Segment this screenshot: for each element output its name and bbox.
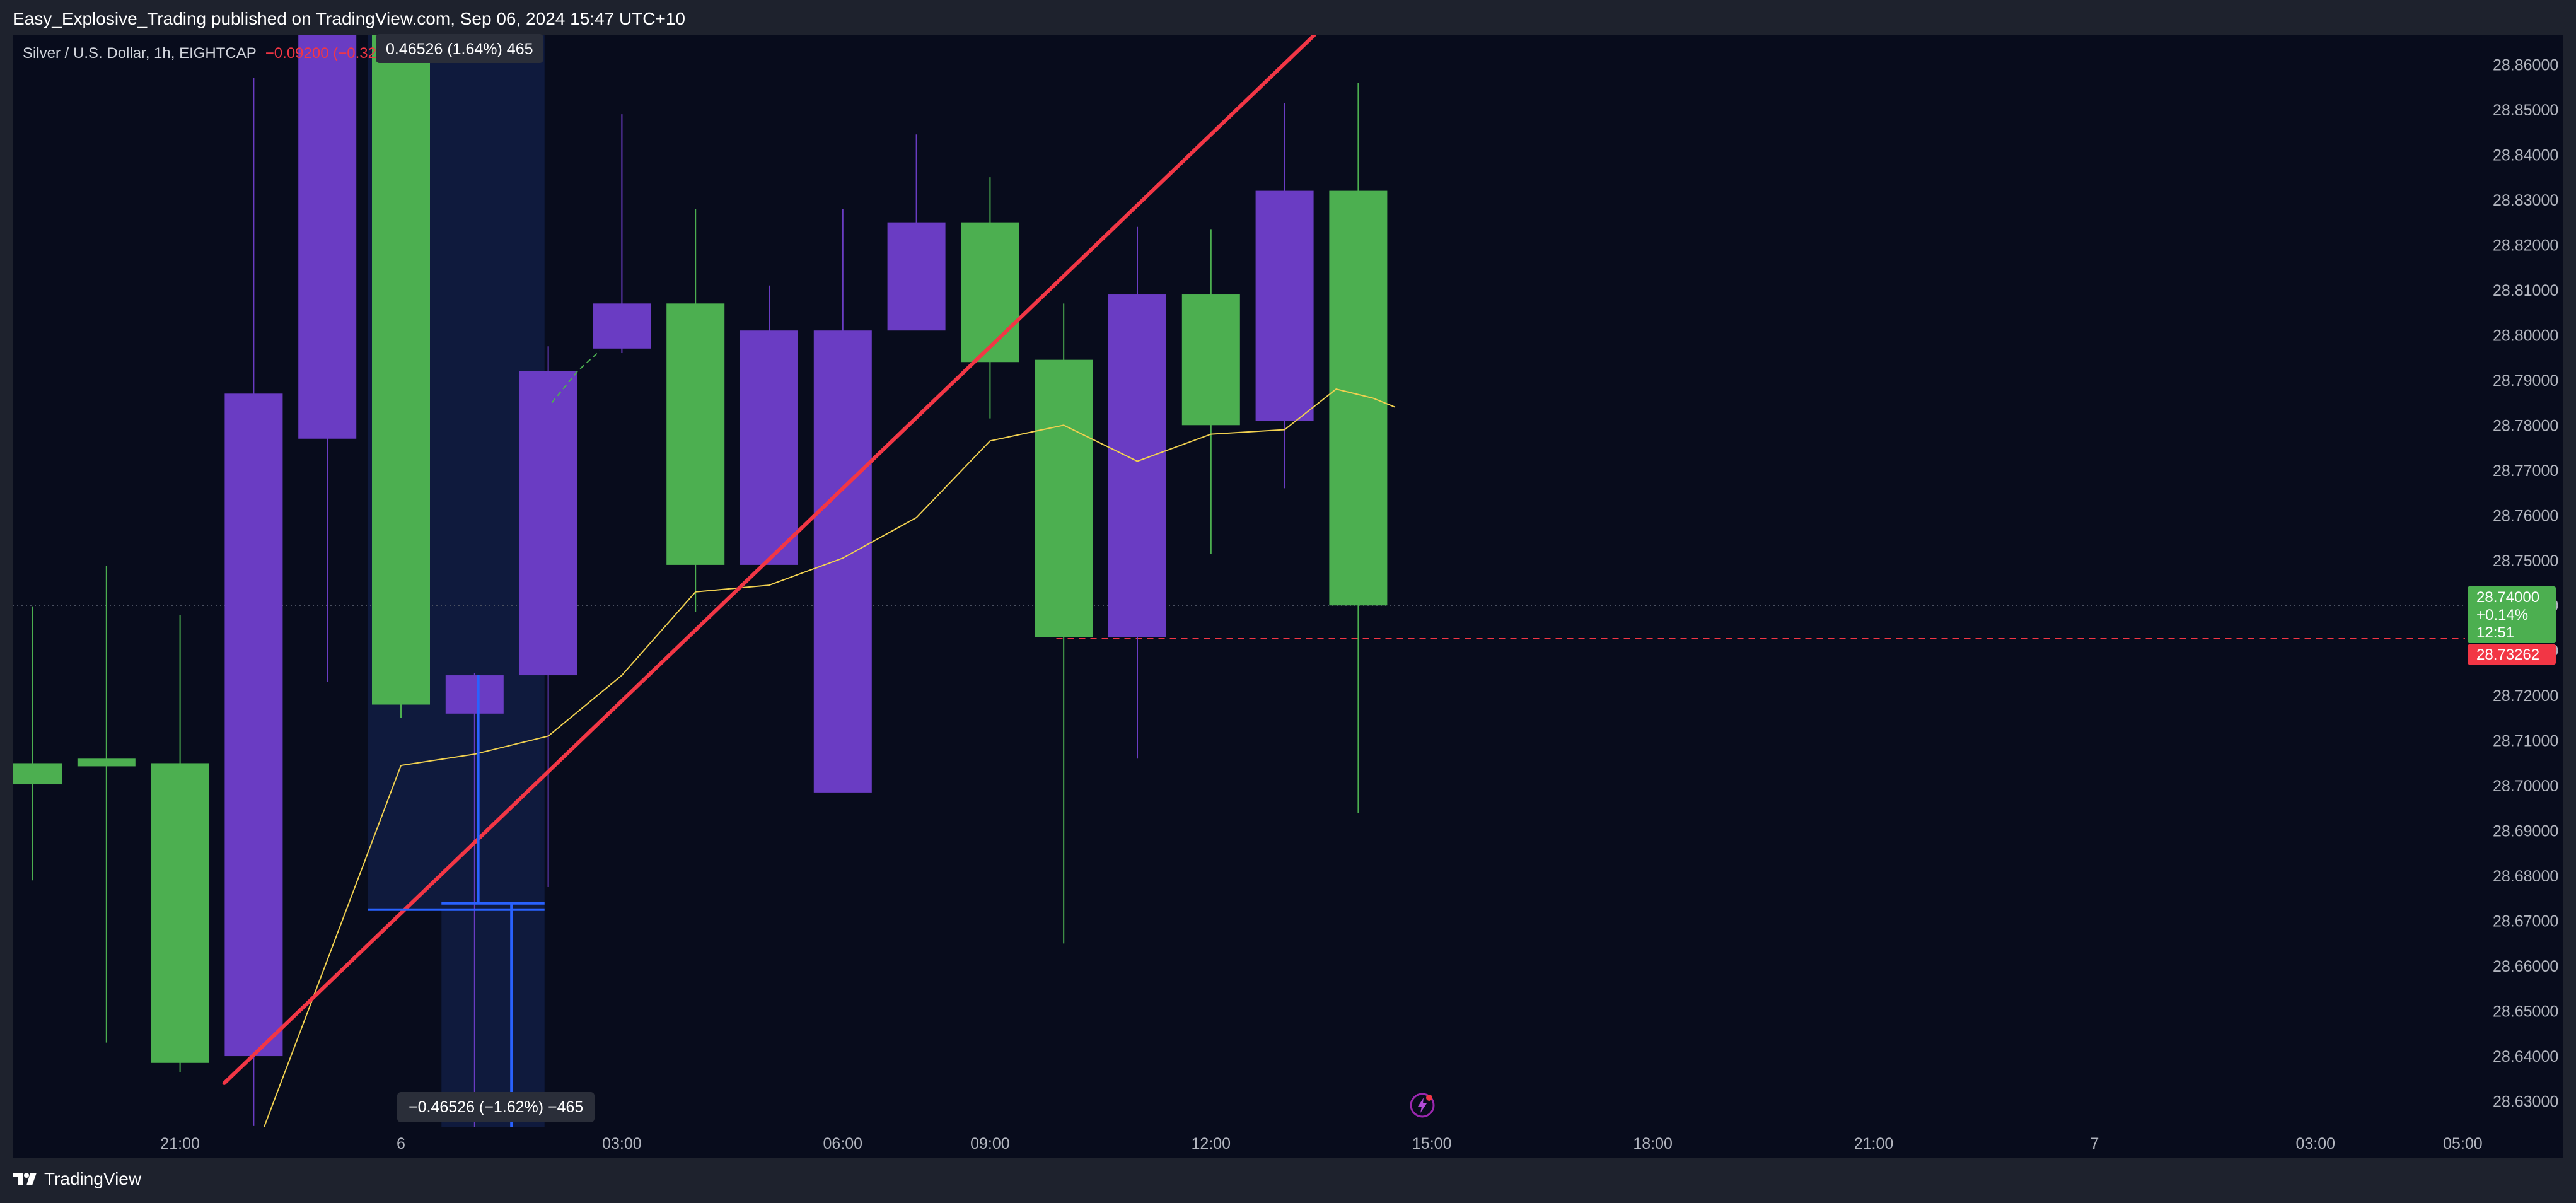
symbol-text: Silver / U.S. Dollar, 1h, EIGHTCAP [23, 45, 257, 62]
footer: TradingView [0, 1158, 2576, 1203]
price-tick-label: 28.65000 [2493, 1003, 2558, 1021]
candle-body [224, 393, 283, 1057]
candle-body [1329, 190, 1388, 606]
price-tick-label: 28.72000 [2493, 687, 2558, 705]
last-price-change: +0.14% [2476, 607, 2529, 624]
plot-layer [13, 35, 2465, 1127]
publisher-header: Easy_Explosive_Trading published on Trad… [0, 0, 2576, 35]
candle-body [151, 763, 209, 1063]
price-tick-label: 28.75000 [2493, 552, 2558, 570]
moving-average-line [263, 388, 1396, 1127]
time-tick-label: 7 [2090, 1135, 2099, 1153]
candlestick-chart[interactable]: 28.86000 28.85000 28.84000 28.83000 28.82000… [13, 35, 2563, 1158]
price-tick-label: 28.70000 [2493, 777, 2558, 795]
time-tick-label: 06:00 [823, 1135, 863, 1153]
tradingview-brand[interactable]: TradingView [13, 1169, 141, 1189]
measure-bottom-label: −0.46526 (−1.62%) −465 [397, 1092, 595, 1122]
candle-body [1035, 359, 1093, 637]
candle-body [372, 35, 430, 705]
time-tick-label: 6 [397, 1135, 405, 1153]
time-axis-bg [13, 1127, 2563, 1158]
candle-body [887, 222, 946, 331]
time-tick-label: 05:00 [2443, 1135, 2483, 1153]
time-tick-label: 18:00 [1633, 1135, 1673, 1153]
candle-body [666, 303, 725, 565]
publisher-text: Easy_Explosive_Trading published on Trad… [13, 9, 686, 28]
measure-top-label: 0.46526 (1.64%) 465 [376, 34, 543, 63]
symbol-legend: Silver / U.S. Dollar, 1h, EIGHTCAP −0.092… [23, 44, 395, 63]
candle-body [519, 371, 577, 676]
candle-body [813, 330, 872, 793]
time-tick-label: 03:00 [602, 1135, 642, 1153]
price-tick-label: 28.80000 [2493, 327, 2558, 344]
price-tick-label: 28.67000 [2493, 913, 2558, 931]
time-tick-label: 15:00 [1412, 1135, 1452, 1153]
price-tick-label: 28.78000 [2493, 417, 2558, 434]
candle-body [740, 330, 798, 565]
price-tick-label: 28.81000 [2493, 282, 2558, 299]
candle-body [77, 758, 136, 767]
price-tick-label: 28.82000 [2493, 236, 2558, 254]
price-tick-label: 28.68000 [2493, 868, 2558, 885]
price-tick-label: 28.86000 [2493, 56, 2558, 74]
lightning-bolt-icon[interactable] [1408, 1091, 1436, 1119]
price-tick-label: 28.66000 [2493, 958, 2558, 975]
tradingview-logo-icon [13, 1173, 37, 1185]
time-tick-label: 21:00 [1854, 1135, 1894, 1153]
candle-body [961, 222, 1019, 363]
line-price-tag: 28.73262 [2468, 644, 2556, 665]
chart-area[interactable]: 28.86000 28.85000 28.84000 28.83000 28.82000… [13, 35, 2563, 1158]
last-price-value: 28.74000 [2476, 589, 2540, 606]
price-tick-label: 28.85000 [2493, 102, 2558, 119]
price-tick-label: 28.83000 [2493, 192, 2558, 209]
time-tick-label: 09:00 [970, 1135, 1010, 1153]
candle-body [445, 675, 504, 714]
candle-body [298, 35, 357, 439]
price-tick-label: 28.84000 [2493, 146, 2558, 164]
price-tick-label: 28.76000 [2493, 507, 2558, 525]
candle-body [13, 763, 62, 785]
candle-body [593, 303, 651, 349]
change-text: −0.09200 (−0.32%) [265, 45, 395, 62]
time-tick-label: 21:00 [160, 1135, 200, 1153]
candle-body [1108, 294, 1166, 637]
brand-label: TradingView [44, 1169, 142, 1188]
price-tick-label: 28.71000 [2493, 733, 2558, 750]
measure-zone-lower [441, 909, 545, 1127]
last-price-tag: 28.74000 +0.14% 12:51 [2468, 586, 2556, 643]
price-tick-label: 28.79000 [2493, 372, 2558, 390]
price-tick-label: 28.69000 [2493, 823, 2558, 840]
projection-arrow [551, 350, 601, 404]
bar-countdown: 12:51 [2476, 624, 2515, 641]
price-tick-label: 28.64000 [2493, 1048, 2558, 1066]
price-tick-label: 28.77000 [2493, 462, 2558, 480]
candle-body [1181, 294, 1240, 426]
line-price-value: 28.73262 [2476, 646, 2540, 663]
time-tick-label: 12:00 [1192, 1135, 1231, 1153]
price-tick-label: 28.63000 [2493, 1093, 2558, 1111]
candle-body [1255, 190, 1314, 421]
time-tick-label: 03:00 [2296, 1135, 2336, 1153]
